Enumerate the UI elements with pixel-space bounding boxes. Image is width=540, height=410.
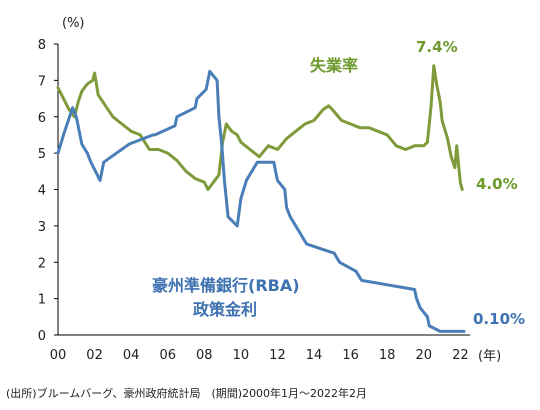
y-tick-label: 3 — [38, 220, 46, 235]
x-tick-label: 14 — [306, 348, 323, 363]
y-tick-label: 6 — [38, 111, 46, 126]
y-tick-label: 5 — [38, 147, 46, 162]
source-note: (出所)ブルームバーグ、豪州政府統計局 (期間)2000年1月～2022年2月 — [6, 387, 368, 400]
x-tick-label: 20 — [415, 348, 432, 363]
y-tick-label: 2 — [38, 256, 46, 271]
y-tick-labels: 0 1 2 3 4 5 6 7 8 — [38, 38, 58, 344]
x-tick-labels: 00 02 04 06 08 10 12 14 16 18 20 22 — [50, 348, 469, 363]
x-tick-label: 02 — [86, 348, 103, 363]
y-tick-label: 1 — [38, 293, 46, 308]
y-tick-label: 0 — [38, 329, 46, 344]
x-tick-label: 22 — [452, 348, 469, 363]
series-lines — [56, 64, 466, 333]
x-tick-label: 10 — [233, 348, 250, 363]
x-tick-label: 08 — [196, 348, 213, 363]
x-tick-label: 16 — [342, 348, 359, 363]
y-tick-label: 4 — [38, 184, 46, 199]
y-tick-label: 7 — [38, 74, 46, 89]
unemployment-peak-label: 7.4% — [416, 38, 458, 56]
x-tick-label: 18 — [379, 348, 396, 363]
x-unit-label: (年) — [478, 349, 501, 364]
y-unit-label: (%) — [62, 16, 85, 31]
unemployment-end-label: 4.0% — [476, 175, 518, 193]
unemployment-rate-line — [56, 64, 464, 191]
y-tick-label: 8 — [38, 38, 46, 53]
rate-series-label-line1: 豪州準備銀行(RBA) — [152, 276, 300, 295]
x-tick-label: 00 — [50, 348, 67, 363]
rate-series-label-line2: 政策金利 — [193, 300, 257, 319]
unemployment-series-label: 失業率 — [310, 56, 358, 75]
rate-end-label: 0.10% — [473, 310, 525, 328]
x-tick-label: 06 — [159, 348, 176, 363]
policy-rate-line — [56, 69, 466, 333]
x-tick-label: 04 — [123, 348, 140, 363]
x-tick-label: 12 — [269, 348, 286, 363]
